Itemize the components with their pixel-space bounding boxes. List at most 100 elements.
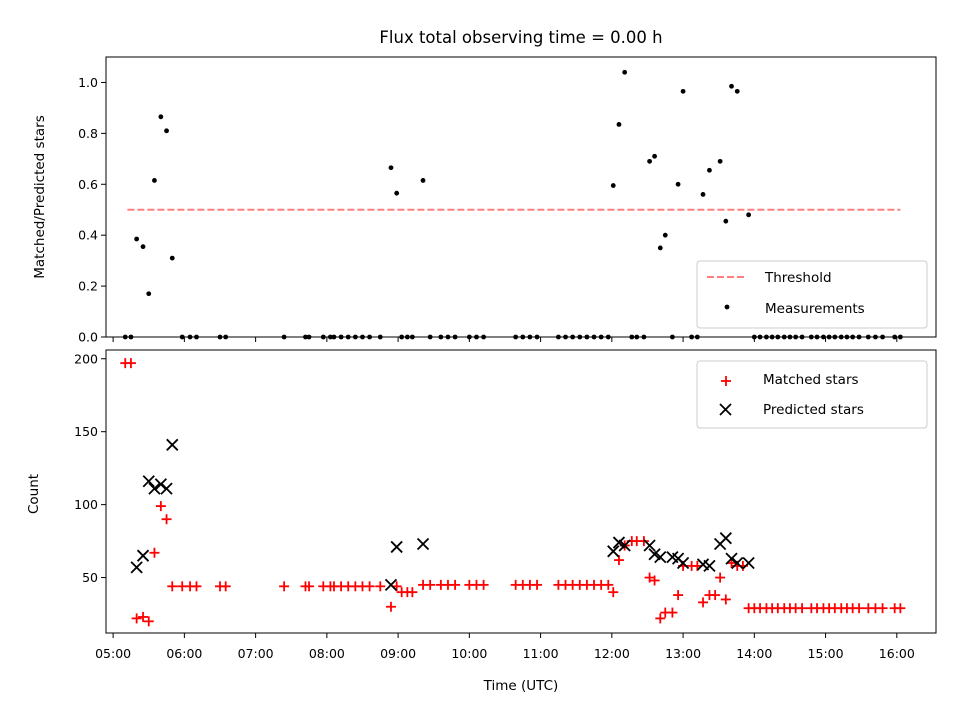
predicted-star-marker — [130, 561, 143, 574]
matched-star-marker — [220, 581, 231, 592]
measurement-point — [652, 153, 657, 159]
measurement-point — [394, 190, 400, 196]
top-y-tick-label: 1.0 — [78, 75, 98, 90]
legend-threshold-label: Threshold — [764, 270, 832, 286]
measurement-point — [680, 88, 686, 94]
measurement-point — [616, 122, 622, 127]
predicted-star-marker — [607, 545, 620, 558]
top-plot-area — [122, 69, 903, 340]
measurement-point — [169, 255, 175, 261]
x-tick-label: 08:00 — [309, 646, 345, 661]
matched-star-marker — [673, 590, 684, 601]
bottom-y-tick-label: 50 — [82, 570, 98, 585]
predicted-star-marker — [676, 556, 690, 570]
legend-predicted-label: Predicted stars — [763, 402, 864, 418]
matched-star-marker — [608, 587, 619, 598]
measurement-point — [723, 218, 729, 224]
x-tick-label: 15:00 — [808, 646, 844, 661]
bottom-y-tick-label: 150 — [74, 424, 98, 439]
measurement-point — [622, 69, 628, 75]
predicted-star-marker — [416, 537, 430, 551]
predicted-star-marker — [654, 551, 667, 564]
predicted-star-marker — [648, 548, 661, 561]
matched-star-marker — [854, 603, 865, 614]
top-y-tick-label: 0.8 — [78, 126, 98, 141]
top-y-tick-label: 0.6 — [78, 177, 98, 192]
predicted-star-marker — [725, 552, 738, 565]
bottom-panel: 50 100 150 200 05:00 06:00 07:00 08:00 09:00 10:0… — [26, 349, 937, 694]
matched-star-marker — [131, 613, 142, 624]
x-tick-label: 05:00 — [95, 646, 131, 661]
bottom-ticks: 50 100 150 200 05:00 06:00 07:00 08:00 09:00 10:0… — [74, 351, 915, 661]
predicted-star-marker — [166, 438, 179, 451]
measurement-point — [146, 291, 152, 297]
legend-matched-swatch — [721, 376, 731, 386]
matched-star-marker — [138, 611, 149, 622]
matched-star-marker — [638, 536, 649, 547]
x-tick-label: 11:00 — [523, 646, 559, 661]
predicted-star-marker — [731, 556, 744, 570]
predicted-star-marker — [142, 475, 155, 488]
matched-star-marker — [667, 607, 678, 618]
x-axis-label: Time (UTC) — [483, 678, 559, 694]
predicted-star-marker — [148, 482, 161, 495]
matched-star-marker — [279, 581, 290, 592]
matched-star-marker — [143, 616, 154, 627]
measurement-point — [657, 245, 663, 251]
top-y-axis-label: Matched/Predicted stars — [32, 115, 48, 278]
measurement-point — [164, 128, 169, 134]
legend-predicted-swatch — [719, 403, 732, 416]
x-tick-label: 16:00 — [879, 646, 915, 661]
predicted-star-marker — [719, 532, 732, 545]
measurement-point — [707, 167, 712, 173]
matched-star-marker — [385, 601, 396, 612]
bottom-y-tick-label: 100 — [74, 497, 98, 512]
predicted-star-marker — [390, 540, 403, 554]
predicted-star-marker — [703, 559, 716, 573]
x-tick-label: 07:00 — [238, 646, 274, 661]
matched-star-marker — [364, 581, 375, 592]
matched-star-marker — [877, 603, 888, 614]
top-y-tick-label: 0.2 — [78, 279, 98, 294]
x-tick-label: 06:00 — [166, 646, 202, 661]
measurement-point — [388, 165, 394, 171]
matched-star-marker — [191, 581, 202, 592]
bottom-y-tick-label: 200 — [74, 351, 98, 366]
measurement-point — [675, 181, 681, 187]
legend-matched-label: Matched stars — [763, 372, 859, 388]
top-axes-frame — [105, 56, 937, 338]
measurement-point — [152, 178, 157, 183]
matched-star-marker — [895, 603, 906, 614]
matched-star-marker — [304, 581, 315, 592]
measurement-point — [134, 236, 140, 242]
measurement-point — [158, 114, 164, 120]
predicted-star-marker — [136, 549, 150, 562]
measurement-point — [746, 212, 752, 218]
legend-measurements-swatch — [724, 304, 730, 310]
matched-star-marker — [167, 581, 178, 592]
measurement-point — [610, 183, 616, 188]
top-legend-frame — [696, 260, 928, 329]
matched-star-marker — [797, 603, 808, 614]
measurement-point — [700, 192, 706, 197]
measurement-point — [647, 158, 652, 164]
matched-star-marker — [161, 514, 172, 525]
predicted-star-marker — [612, 536, 626, 549]
top-y-tick-label: 0.4 — [78, 228, 98, 243]
x-tick-label: 12:00 — [594, 646, 630, 661]
matched-star-marker — [450, 579, 461, 590]
matched-star-marker — [532, 579, 543, 590]
matched-star-marker — [649, 575, 660, 586]
chart-title: Flux total observing time = 0.00 h — [379, 28, 662, 47]
matched-star-marker — [655, 613, 666, 624]
predicted-star-marker — [384, 578, 398, 591]
matched-star-marker — [613, 555, 624, 566]
predicted-star-marker — [618, 539, 631, 552]
bottom-axes-frame — [105, 349, 937, 634]
measurement-point — [734, 88, 740, 94]
matched-star-marker — [125, 358, 136, 369]
predicted-star-marker — [742, 556, 755, 570]
matched-star-marker — [155, 501, 166, 512]
measurement-point — [729, 83, 734, 89]
